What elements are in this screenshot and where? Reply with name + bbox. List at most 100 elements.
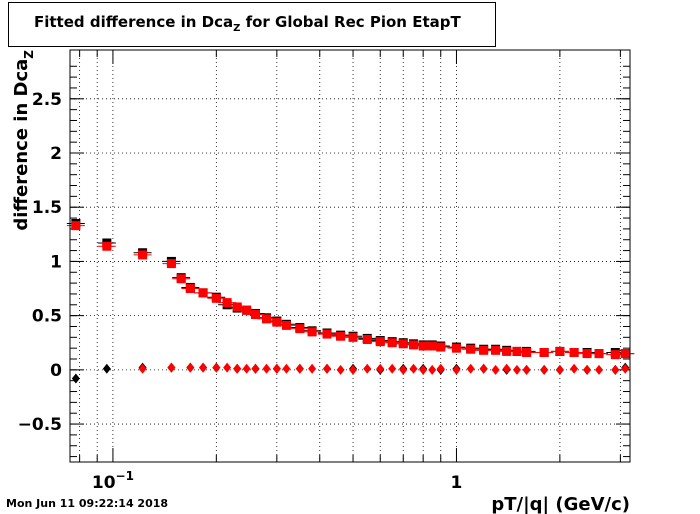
chart-title-box: Fitted difference in DcaZ for Global Rec… [8, 2, 496, 47]
data-point-square [307, 327, 317, 337]
data-point-square [362, 334, 372, 344]
data-point-square [610, 350, 620, 360]
data-point-diamond [388, 363, 397, 374]
data-point-diamond [512, 364, 521, 375]
data-point-square [250, 310, 260, 320]
data-point-square [348, 332, 358, 342]
data-point-diamond [138, 363, 147, 374]
data-point-square [436, 342, 446, 352]
data-point-diamond [186, 362, 195, 373]
data-point-diamond [349, 364, 358, 375]
data-point-square [198, 288, 208, 298]
data-point-diamond [308, 363, 317, 374]
data-point-square [387, 338, 397, 348]
timestamp: Mon Jun 11 09:22:14 2018 [6, 497, 169, 510]
data-point-diamond [223, 362, 232, 373]
data-point-diamond [272, 363, 281, 374]
chart-title-prefix: Fitted difference in Dca [34, 13, 234, 31]
data-point-square [539, 347, 549, 357]
data-point-diamond [233, 363, 242, 374]
data-point-diamond [452, 364, 461, 375]
data-point-diamond [540, 364, 549, 375]
chart-title-suffix: for Global Rec Pion EtapT [240, 13, 461, 31]
data-point-diamond [363, 363, 372, 374]
data-point-square [281, 320, 291, 330]
data-point-square [262, 314, 272, 324]
data-point-square [409, 340, 419, 350]
y-axis-title-subscript: Z [22, 50, 36, 59]
data-points [66, 218, 635, 384]
plot-frame [69, 49, 631, 463]
data-point-square [176, 274, 186, 284]
y-tick-label: −0.5 [18, 415, 62, 435]
y-axis-title-text: difference in Dca [11, 59, 32, 231]
data-point-square [185, 284, 195, 294]
data-point-diamond [583, 364, 592, 375]
data-point-diamond [399, 364, 408, 375]
x-tick-label-exponent: −1 [116, 469, 134, 483]
data-point-diamond [436, 363, 445, 374]
x-tick-label: 10−1 [92, 469, 134, 493]
data-point-square [451, 343, 461, 353]
data-point-diamond [167, 362, 176, 373]
data-point-square [375, 337, 385, 347]
x-tick-label-base: 10 [92, 473, 116, 493]
data-point-diamond [479, 363, 488, 374]
data-point-diamond [199, 362, 208, 373]
data-point-diamond [376, 363, 385, 374]
data-point-square [522, 347, 532, 357]
data-point-square [232, 302, 242, 312]
data-point-square [102, 241, 112, 251]
chart-title-subscript: Z [233, 23, 241, 34]
x-tick-label: 1 [451, 473, 463, 493]
data-point-square [211, 293, 221, 303]
y-tick-label: 1.5 [32, 198, 62, 218]
axis-ticks [70, 50, 630, 462]
data-point-square [398, 339, 408, 349]
data-point-diamond [428, 364, 437, 375]
data-point-square [322, 329, 332, 339]
data-point-square [242, 305, 252, 315]
data-point-square [466, 344, 476, 354]
data-point-square [582, 349, 592, 359]
data-point-square [71, 221, 81, 231]
data-point-diamond [595, 364, 604, 375]
data-point-diamond [323, 363, 332, 374]
data-point-square [620, 349, 630, 359]
y-tick-label: 0 [50, 361, 62, 381]
data-point-diamond [262, 363, 271, 374]
data-point-diamond [502, 363, 511, 374]
data-point-square [594, 349, 604, 359]
data-point-square [427, 341, 437, 351]
y-tick-label: 2 [50, 144, 62, 164]
data-point-square [138, 250, 148, 260]
data-point-square [512, 346, 522, 356]
data-point-diamond [71, 373, 80, 384]
data-point-diamond [570, 363, 579, 374]
data-point-diamond [522, 364, 531, 375]
data-point-square [222, 298, 232, 308]
tick-labels: −0.5 0 0.5 1 1.5 2 2.5 10−1 1 [18, 90, 463, 493]
data-point-diamond [212, 362, 221, 373]
data-point-diamond [282, 363, 291, 374]
data-point-diamond [251, 363, 260, 374]
data-point-diamond [555, 364, 564, 375]
data-point-square [272, 317, 282, 327]
grid-lines [70, 50, 630, 462]
y-tick-label: 1 [50, 252, 62, 272]
data-point-diamond [491, 364, 500, 375]
data-point-diamond [419, 364, 428, 375]
data-point-diamond [336, 364, 345, 375]
data-point-diamond [242, 363, 251, 374]
chart-title: Fitted difference in DcaZ for Global Rec… [34, 13, 461, 34]
y-tick-label: 2.5 [32, 90, 62, 110]
data-point-square [295, 324, 305, 334]
data-point-diamond [409, 363, 418, 374]
data-point-diamond [621, 363, 630, 374]
y-tick-label: 0.5 [32, 307, 62, 327]
data-point-square [569, 347, 579, 357]
data-point-square [336, 331, 346, 341]
data-point-diamond [611, 364, 620, 375]
data-point-square [166, 259, 176, 269]
